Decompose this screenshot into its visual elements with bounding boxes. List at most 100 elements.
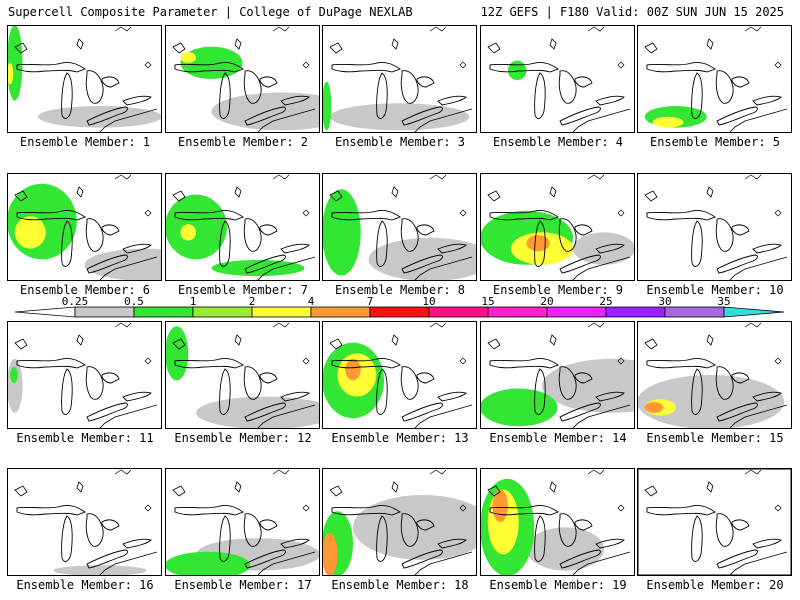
colorbar-tick-label: 30: [658, 295, 672, 308]
great-lakes-outline: [644, 322, 788, 429]
great-lakes-outline: [644, 26, 788, 133]
parameter-contour: [53, 565, 147, 576]
ensemble-member-label: Ensemble Member: 1: [19, 135, 151, 149]
ensemble-member-label: Ensemble Member: 16: [16, 578, 154, 592]
ensemble-member-map: [7, 321, 162, 429]
ensemble-member-label: Ensemble Member: 12: [174, 431, 312, 445]
parameter-contour: [180, 46, 243, 79]
ensemble-member-map: [165, 173, 320, 281]
ensemble-member-label: Ensemble Member: 10: [646, 283, 784, 297]
great-lakes-outline: [329, 26, 473, 133]
colorbar-tick-label: 15: [481, 295, 495, 308]
ensemble-member-label: Ensemble Member: 13: [331, 431, 469, 445]
parameter-contour: [526, 235, 550, 252]
forecast-valid-time: 12Z GEFS | F180 Valid: 00Z SUN JUN 15 20…: [480, 5, 784, 19]
ensemble-member-map: [322, 173, 477, 281]
parameter-contour: [10, 366, 18, 384]
great-lakes-outline: [172, 26, 316, 133]
ensemble-member-label: Ensemble Member: 15: [646, 431, 784, 445]
great-lakes-outline: [644, 174, 788, 281]
ensemble-member-map: [322, 468, 477, 576]
ensemble-member-map: [7, 468, 162, 576]
parameter-contour: [7, 25, 23, 101]
great-lakes-outline: [172, 469, 316, 576]
great-lakes-outline: [644, 469, 788, 576]
ensemble-member-label: Ensemble Member: 18: [331, 578, 469, 592]
parameter-contour: [573, 232, 635, 265]
parameter-contour: [7, 62, 14, 85]
parameter-contour: [38, 106, 162, 128]
ensemble-member-map: [637, 173, 792, 281]
ensemble-member-label: Ensemble Member: 3: [334, 135, 466, 149]
ensemble-member-label: Ensemble Member: 17: [174, 578, 312, 592]
ensemble-member-map: [480, 321, 635, 429]
parameter-contour: [180, 52, 196, 63]
colorbar-tick-label: 10: [422, 295, 436, 308]
map-canvas: [637, 321, 792, 429]
parameter-contour: [165, 551, 251, 576]
colorbar-tick-label: 1: [189, 295, 197, 308]
ensemble-member-map: [637, 321, 792, 429]
ensemble-member-map: [480, 25, 635, 133]
ensemble-member-map: [322, 25, 477, 133]
parameter-contour: [492, 489, 508, 522]
map-canvas: [165, 25, 320, 133]
ensemble-member-label: Ensemble Member: 20: [646, 578, 784, 592]
great-lakes-outline: [329, 174, 473, 281]
great-lakes-outline: [487, 469, 631, 576]
great-lakes-outline: [487, 322, 631, 429]
parameter-contour: [14, 216, 46, 249]
map-canvas: [637, 468, 792, 576]
parameter-contour: [211, 259, 305, 277]
parameter-contour: [480, 388, 558, 427]
great-lakes-outline: [14, 469, 158, 576]
parameter-contour: [652, 116, 684, 128]
ensemble-member-map: [7, 25, 162, 133]
map-canvas: [322, 321, 477, 429]
ensemble-member-map: [480, 173, 635, 281]
colorbar-tick-label: 25: [599, 295, 613, 308]
ensemble-member-label: Ensemble Member: 5: [649, 135, 781, 149]
parameter-contour: [322, 189, 361, 276]
colorbar-tick-label: 0.5: [124, 295, 144, 308]
map-canvas: [637, 25, 792, 133]
ensemble-member-map: [165, 25, 320, 133]
parameter-contour: [7, 358, 23, 413]
parameter-contour: [322, 81, 332, 131]
map-canvas: [480, 173, 635, 281]
great-lakes-outline: [487, 174, 631, 281]
ensemble-member-map: [165, 468, 320, 576]
parameter-contour: [322, 532, 338, 576]
colorbar-tick-label: 35: [717, 295, 731, 308]
great-lakes-outline: [14, 26, 158, 133]
ensemble-member-label: Ensemble Member: 11: [16, 431, 154, 445]
map-canvas: [165, 321, 320, 429]
ensemble-member-map: [322, 321, 477, 429]
map-canvas: [7, 25, 162, 133]
parameter-contour: [526, 527, 604, 571]
great-lakes-outline: [329, 469, 473, 576]
great-lakes-outline: [487, 26, 631, 133]
parameter-contour: [180, 224, 196, 241]
map-canvas: [480, 321, 635, 429]
parameter-contour: [165, 326, 189, 381]
parameter-contour: [637, 375, 785, 429]
great-lakes-outline: [329, 322, 473, 429]
ensemble-member-map: [637, 468, 792, 576]
ensemble-member-map: [637, 25, 792, 133]
map-canvas: [7, 321, 162, 429]
parameter-contour: [84, 248, 162, 281]
map-canvas: [7, 468, 162, 576]
great-lakes-outline: [14, 174, 158, 281]
great-lakes-outline: [172, 174, 316, 281]
page-title: Supercell Composite Parameter | College …: [8, 5, 413, 19]
parameter-contour: [196, 396, 320, 429]
ensemble-member-map: [7, 173, 162, 281]
ensemble-member-label: Ensemble Member: 9: [492, 283, 624, 297]
great-lakes-outline: [14, 322, 158, 429]
parameter-contour: [165, 194, 227, 260]
ensemble-member-label: Ensemble Member: 6: [19, 283, 151, 297]
colorbar-tick-label: 0.25: [61, 295, 89, 308]
ensemble-member-label: Ensemble Member: 19: [489, 578, 627, 592]
